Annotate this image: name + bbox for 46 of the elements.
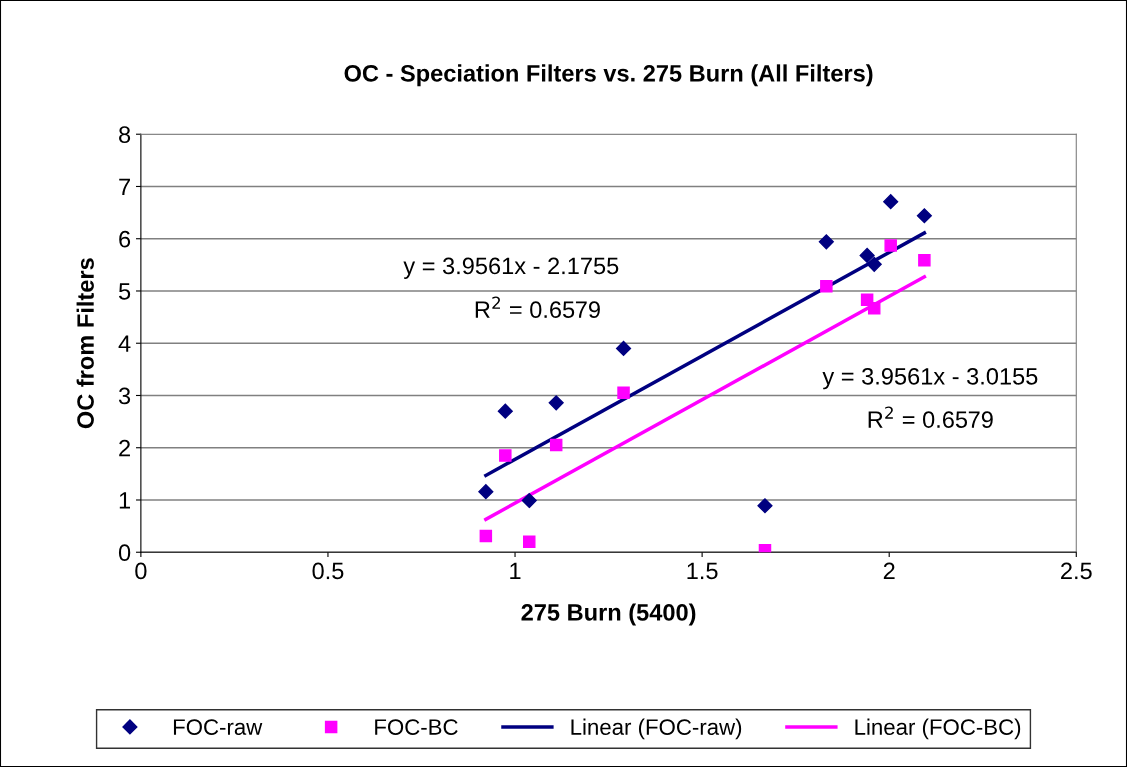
annotation: R$^{2}$ = 0.6579: [868, 406, 993, 428]
legend-label: FOC-raw: [173, 719, 263, 735]
x-tick-label: 2.5: [1061, 562, 1092, 580]
point: [916, 208, 932, 224]
x-tick-label: 2: [883, 562, 895, 580]
point: [497, 403, 513, 419]
y-tick-label: 2: [119, 439, 130, 457]
chart-title: OC - Speciation Filters vs. 275 Burn (All Filters): [344, 64, 873, 87]
point: [479, 529, 493, 543]
y-tick-label: 8: [119, 126, 131, 144]
y-tick-label: 0: [118, 544, 131, 562]
point: [757, 498, 773, 514]
y-tick-label: 5: [118, 283, 131, 300]
y-tick-label: 3: [118, 387, 131, 405]
point: [820, 280, 833, 293]
point: [548, 395, 564, 411]
annotation: R$^{2}$ = 0.6579: [475, 296, 600, 319]
x-tick-label: 1: [510, 562, 521, 580]
point: [617, 386, 630, 400]
x-tick-label: 0: [135, 562, 147, 580]
point: [499, 449, 512, 462]
point: [859, 247, 875, 264]
point: [615, 340, 632, 357]
x-tick-label: 0.5: [312, 562, 344, 580]
annotation: y = 3.9561x - 3.0155: [822, 367, 1038, 390]
point: [521, 492, 537, 509]
point: [478, 484, 494, 500]
legend-label: Linear (FOC-BC): [855, 718, 1021, 740]
point: [867, 301, 881, 315]
point: [818, 234, 834, 250]
legend-label: Linear (FOC-raw): [571, 718, 742, 740]
annotation: y = 3.9561x - 2.1755: [403, 257, 619, 279]
y-tick-label: 7: [119, 178, 130, 196]
point: [918, 253, 931, 267]
y-axis-title: OC from Filters: [76, 258, 94, 429]
point: [884, 239, 897, 252]
y-tick-label: 6: [119, 230, 131, 248]
y-tick-label: 1: [119, 492, 130, 509]
x-axis-title: 275 Burn (5400): [521, 603, 696, 626]
x-tick-label: 1.5: [687, 562, 718, 580]
point: [883, 194, 899, 210]
point: [523, 535, 536, 549]
legend-label: FOC-BC: [375, 719, 458, 735]
point: [866, 256, 882, 272]
point: [549, 438, 563, 452]
y-tick-label: 4: [118, 335, 131, 352]
